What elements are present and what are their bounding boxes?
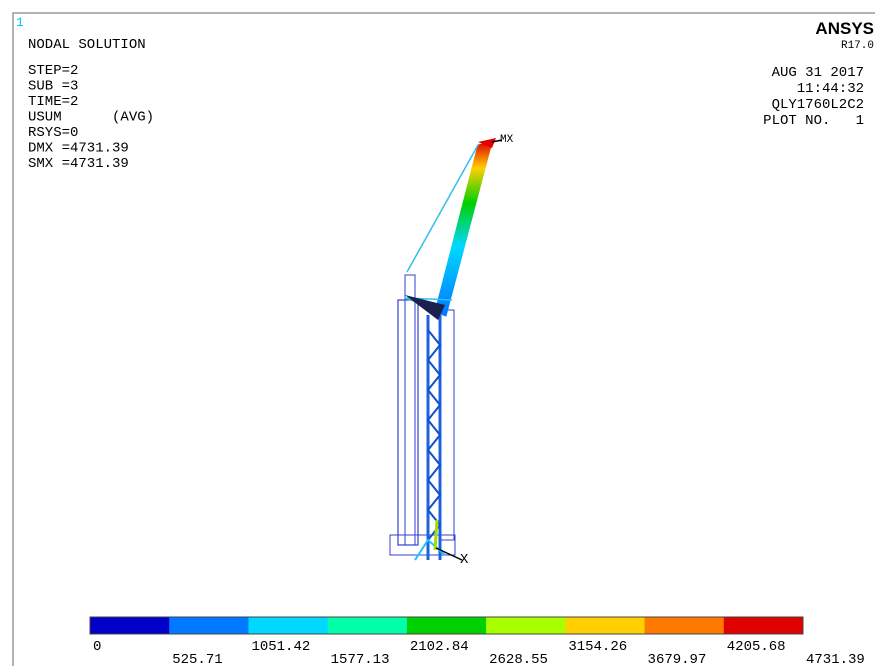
legend-label: 2628.55 [489,652,548,666]
legend-swatch [327,617,408,634]
legend-label: 525.71 [172,652,222,666]
crane-model [389,138,503,561]
legend-label: 4205.68 [727,639,786,655]
max-label: MX [500,134,514,146]
legend-swatch [169,617,249,634]
legend-swatch [248,617,329,634]
title: NODAL SOLUTION [28,37,146,53]
axis-label: X [460,552,469,568]
version: R17.0 [841,40,874,52]
legend-swatch [565,617,646,634]
info-line: SMX =4731.39 [28,156,129,172]
plot-number: PLOT NO. 1 [763,113,864,129]
info-line: TIME=2 [28,94,78,110]
legend-swatch [406,617,487,634]
legend-label: 3679.97 [648,652,707,666]
legend-label: 2102.84 [410,639,469,655]
legend-label: 4731.39 [806,652,865,666]
legend-swatch [723,617,804,634]
time: 11:44:32 [797,81,864,97]
brand: ANSYS [815,19,874,38]
date: AUG 31 2017 [772,65,864,81]
legend: 0 525.71 1051.42 1577.13 2102.84 2628.55 3154.… [89,616,865,666]
info-line: SUB =3 [28,79,78,95]
legend-swatch [90,617,170,634]
legend-swatch [644,617,725,634]
legend-label: 3154.26 [568,639,627,655]
legend-label: 1051.42 [251,639,310,655]
info-line: RSYS=0 [28,125,78,141]
info-line: STEP=2 [28,63,78,79]
info-line: DMX =4731.39 [28,141,129,157]
model: QLY1760L2C2 [772,97,864,113]
legend-label: 0 [93,639,101,655]
legend-label: 1577.13 [331,652,390,666]
legend-swatch [486,617,566,634]
legend-border [89,616,804,635]
info-line: USUM (AVG) [28,110,154,126]
window-number: 1 [16,15,24,30]
plot-frame [12,12,875,666]
